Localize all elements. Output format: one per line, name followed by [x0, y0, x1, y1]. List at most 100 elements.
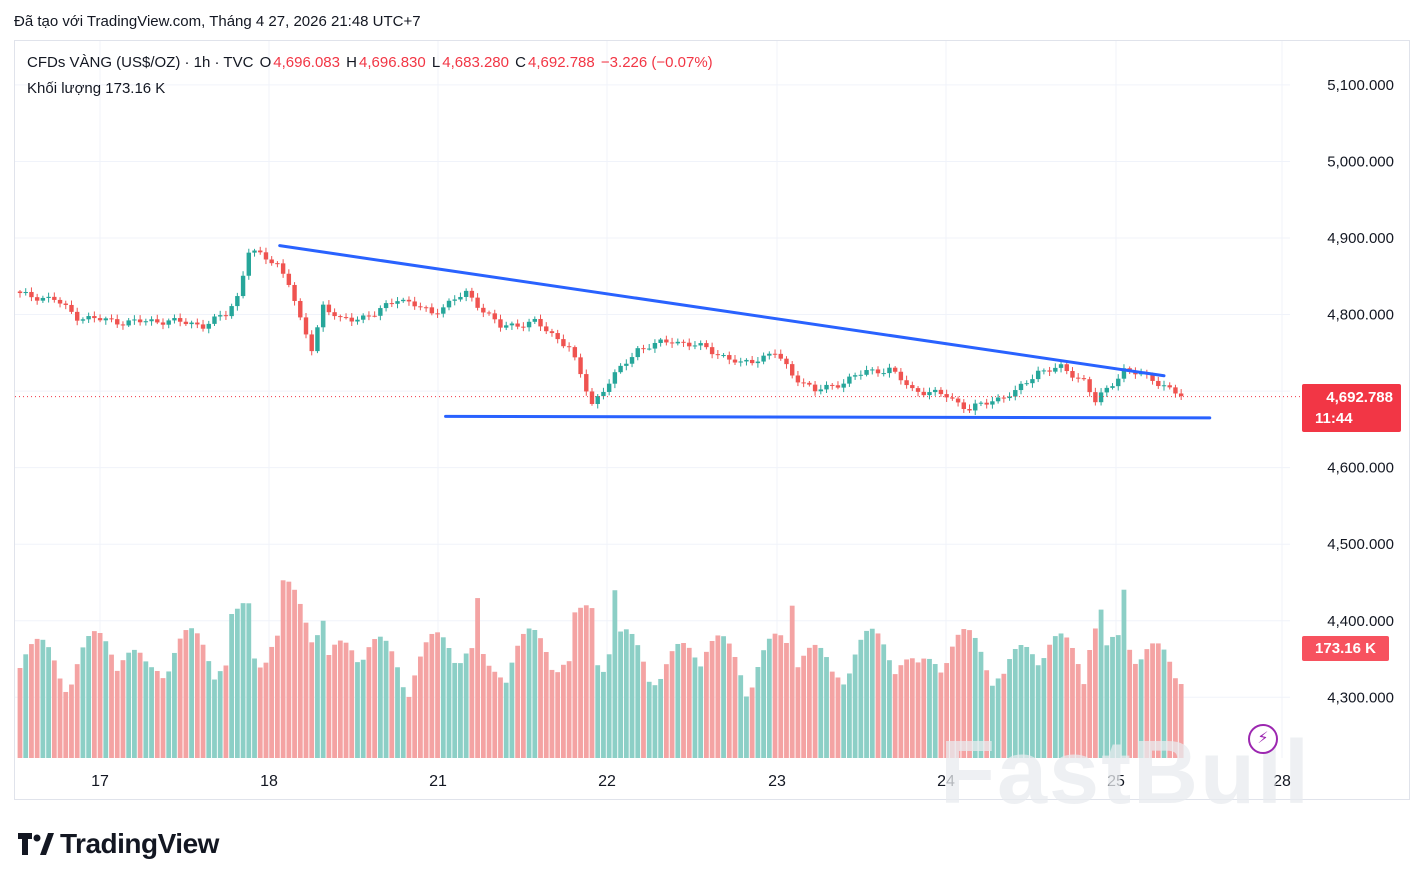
candle-body: [223, 315, 229, 317]
candle-body: [841, 383, 846, 388]
candle-body: [343, 317, 349, 319]
volume-bar: [812, 644, 818, 758]
candle-body: [1173, 387, 1178, 394]
candle-body: [229, 306, 234, 317]
candle-body: [1007, 396, 1012, 399]
volume-bar: [120, 660, 126, 758]
candle-body: [366, 315, 372, 317]
candle-body: [86, 316, 91, 320]
x-tick-label: 25: [1107, 773, 1125, 790]
volume-bar: [343, 642, 349, 758]
volume-bar: [927, 658, 932, 758]
candle-body: [658, 339, 663, 343]
volume-bar: [904, 659, 909, 758]
volume-bar: [137, 652, 143, 758]
volume-bar: [166, 671, 172, 758]
lightning-icon[interactable]: ⚡: [1248, 724, 1278, 754]
candle-body: [332, 312, 337, 317]
candle-body: [1013, 390, 1018, 397]
volume-bar: [337, 640, 343, 758]
volume-bar: [595, 665, 601, 758]
volume-bar: [1098, 609, 1104, 758]
volume-bar: [898, 665, 904, 758]
candle-body: [1150, 374, 1155, 381]
volume-bar: [269, 646, 275, 758]
candle-body: [361, 315, 366, 320]
volume-bar: [990, 685, 995, 758]
volume-bar: [555, 672, 561, 758]
candle-body: [904, 380, 909, 386]
candle-body: [973, 403, 978, 411]
candle-body: [1053, 367, 1058, 372]
y-tick-label: 5,100.000: [1327, 77, 1394, 94]
volume-bar: [217, 671, 223, 758]
candle-body: [807, 382, 812, 385]
candle-body: [269, 259, 274, 264]
volume-bar: [772, 633, 778, 758]
volume-bar: [440, 637, 446, 758]
volume-bar: [669, 651, 675, 758]
tradingview-logo-text: TradingView: [60, 828, 219, 859]
volume-bar: [389, 651, 395, 758]
volume-bar: [349, 650, 355, 758]
candle-body: [1110, 386, 1115, 388]
volume-bar: [583, 605, 589, 758]
candle-body: [252, 250, 257, 253]
change-value: −3.226 (−0.07%): [600, 54, 713, 71]
candle-body: [835, 385, 841, 388]
x-tick-label: 22: [598, 773, 616, 790]
y-tick-label: 4,300.000: [1327, 689, 1394, 706]
volume-bar: [252, 658, 257, 758]
volume-bar: [623, 629, 629, 758]
candle-body: [280, 263, 286, 274]
volume-bar: [435, 632, 440, 758]
candle-body: [749, 359, 755, 364]
candle-body: [589, 391, 595, 404]
candle-body: [824, 384, 829, 390]
volume-bar: [641, 661, 646, 758]
volume-value: 173.16 K: [105, 80, 166, 97]
symbol-label[interactable]: CFDs VÀNG (US$/OZ) · 1h · TVC: [27, 54, 254, 71]
candle-body: [669, 342, 675, 344]
volume-bar: [103, 641, 109, 758]
x-tick-label: 24: [937, 773, 955, 790]
tradingview-logo[interactable]: TradingView: [18, 828, 219, 860]
volume-bar: [280, 580, 286, 758]
x-tick-label: 17: [91, 773, 109, 790]
candle-body: [566, 346, 572, 348]
volume-bar: [86, 636, 92, 758]
candle-body: [23, 291, 28, 294]
candle-body: [423, 307, 429, 309]
candle-body: [132, 319, 137, 321]
volume-bar: [332, 644, 337, 758]
volume-bar: [29, 644, 34, 758]
candle-body: [103, 318, 108, 321]
candle-body: [772, 353, 778, 355]
volume-bar: [275, 635, 280, 758]
candle-body: [961, 402, 966, 410]
candle-body: [1030, 379, 1035, 384]
candle-body: [172, 318, 177, 321]
volume-bar: [246, 603, 252, 758]
candle-body: [34, 297, 40, 301]
candle-body: [338, 316, 343, 318]
volume-bar: [126, 652, 132, 758]
candle-body: [738, 361, 743, 363]
x-tick-label: 23: [768, 773, 786, 790]
candle-body: [1087, 379, 1092, 393]
candle-body: [847, 376, 852, 384]
candle-body: [1035, 370, 1041, 380]
volume-bar: [1064, 637, 1070, 758]
candle-body: [744, 359, 749, 362]
candle-body: [612, 372, 618, 384]
volume-bar: [303, 622, 309, 758]
candle-body: [790, 364, 795, 376]
candle-body: [555, 333, 560, 340]
volume-bar: [149, 667, 154, 758]
volume-bar: [543, 652, 549, 758]
candle-body: [761, 355, 766, 362]
volume-bar: [109, 654, 114, 758]
candle-body: [63, 303, 68, 305]
y-tick-label: 4,500.000: [1327, 536, 1394, 553]
